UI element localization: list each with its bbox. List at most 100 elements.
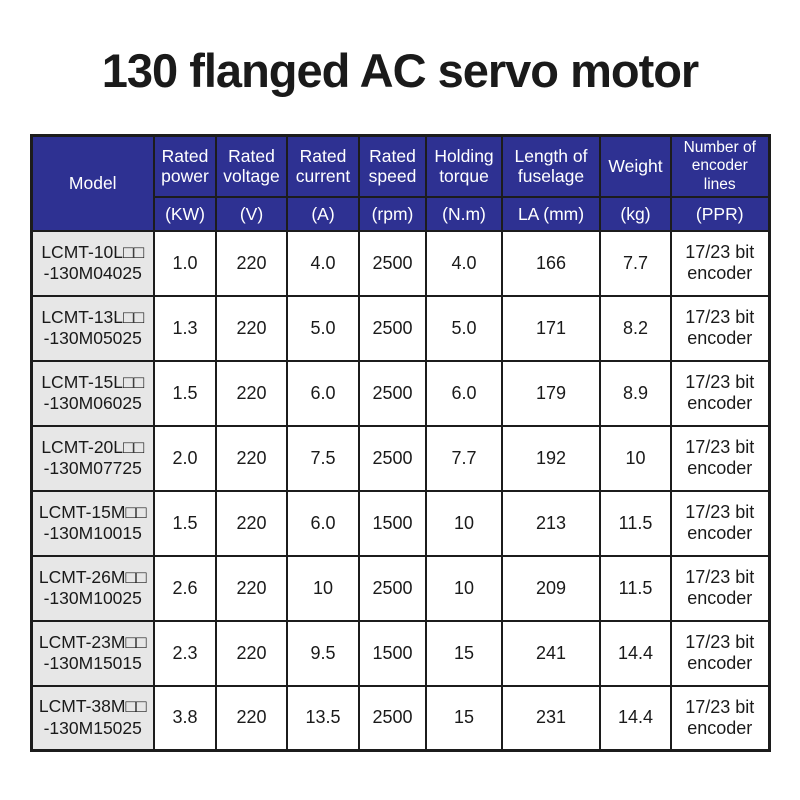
col-header-rated-power: Rated power: [153, 134, 217, 198]
value-cell: 1500: [358, 619, 427, 687]
col-unit-rated-power: (KW): [153, 195, 217, 232]
value-cell: 220: [215, 294, 288, 362]
table-header: Model Rated power Rated voltage Rated cu…: [30, 134, 770, 232]
col-unit-rated-voltage: (V): [215, 195, 288, 232]
value-cell: 166: [501, 229, 601, 297]
value-cell: 8.2: [599, 294, 672, 362]
value-cell: 220: [215, 424, 288, 492]
value-cell: 14.4: [599, 684, 672, 752]
value-cell: 17/23 bit encoder: [670, 359, 770, 427]
header-row-units: (KW) (V) (A) (rpm) (N.m) LA (mm) (kg) (P…: [31, 195, 770, 232]
model-line1: LCMT-13L□□: [41, 306, 145, 327]
value-cell: 2500: [358, 229, 427, 297]
value-cell: 241: [501, 619, 601, 687]
value-cell: 5.0: [286, 294, 360, 362]
value-cell: 2.3: [153, 619, 217, 687]
value-cell: 8.9: [599, 359, 672, 427]
table-row: LCMT-15L□□ -130M06025 1.5 220 6.0 2500 6.0 179 8…: [30, 359, 770, 427]
value-cell: 17/23 bit encoder: [670, 489, 770, 557]
value-cell: 2500: [358, 554, 427, 622]
col-header-model: Model: [30, 134, 155, 232]
col-unit-holding-torque: (N.m): [425, 195, 503, 232]
table-row: LCMT-10L□□ -130M04025 1.0 220 4.0 2500 4.0 166 7…: [30, 229, 770, 297]
model-line1: LCMT-38M□□: [38, 696, 147, 717]
col-header-weight: Weight: [599, 134, 672, 198]
value-cell: 2500: [358, 424, 427, 492]
value-cell: 3.8: [153, 684, 217, 752]
value-cell: 2.6: [153, 554, 217, 622]
col-header-holding-torque: Holding torque: [425, 134, 503, 198]
value-cell: 1.5: [153, 489, 217, 557]
value-cell: 1.0: [153, 229, 217, 297]
value-cell: 7.7: [425, 424, 503, 492]
value-cell: 13.5: [286, 684, 360, 752]
value-cell: 2500: [358, 294, 427, 362]
value-cell: 220: [215, 359, 288, 427]
value-cell: 6.0: [286, 359, 360, 427]
value-cell: 213: [501, 489, 601, 557]
value-cell: 220: [215, 619, 288, 687]
model-cell: LCMT-13L□□ -130M05025: [30, 294, 155, 362]
value-cell: 7.5: [286, 424, 360, 492]
value-cell: 220: [215, 684, 288, 752]
value-cell: 7.7: [599, 229, 672, 297]
model-cell: LCMT-15L□□ -130M06025: [30, 359, 155, 427]
model-line1: LCMT-10L□□: [41, 241, 145, 262]
value-cell: 220: [215, 554, 288, 622]
value-cell: 10: [425, 554, 503, 622]
value-cell: 11.5: [599, 489, 672, 557]
value-cell: 17/23 bit encoder: [670, 554, 770, 622]
value-cell: 220: [215, 229, 288, 297]
value-cell: 6.0: [425, 359, 503, 427]
col-unit-rated-current: (A): [286, 195, 360, 232]
value-cell: 2.0: [153, 424, 217, 492]
table-row: LCMT-13L□□ -130M05025 1.3 220 5.0 2500 5.0 171 8…: [30, 294, 770, 362]
model-cell: LCMT-26M□□ -130M10025: [30, 554, 155, 622]
col-unit-rated-speed: (rpm): [358, 195, 427, 232]
value-cell: 6.0: [286, 489, 360, 557]
model-line2: -130M15025: [43, 718, 142, 739]
col-header-encoder-lines: Number of encoder lines: [670, 134, 770, 198]
value-cell: 14.4: [599, 619, 672, 687]
col-unit-encoder-lines: (PPR): [670, 195, 770, 232]
value-cell: 17/23 bit encoder: [670, 684, 770, 752]
model-cell: LCMT-15M□□ -130M10015: [30, 489, 155, 557]
model-line1: LCMT-15L□□: [41, 371, 145, 392]
table-row: LCMT-15M□□ -130M10015 1.5 220 6.0 1500 10 213 11…: [30, 489, 770, 557]
model-line1: LCMT-26M□□: [38, 566, 147, 587]
spec-table: Model Rated power Rated voltage Rated cu…: [29, 134, 771, 753]
model-line2: -130M10025: [43, 588, 142, 609]
value-cell: 1500: [358, 489, 427, 557]
value-cell: 10: [599, 424, 672, 492]
value-cell: 220: [215, 489, 288, 557]
value-cell: 4.0: [425, 229, 503, 297]
model-line2: -130M15015: [43, 653, 142, 674]
col-header-rated-voltage: Rated voltage: [215, 134, 288, 198]
col-header-rated-current: Rated current: [286, 134, 360, 198]
model-line2: -130M07725: [43, 458, 142, 479]
model-cell: LCMT-20L□□ -130M07725: [30, 424, 155, 492]
table-row: LCMT-23M□□ -130M15015 2.3 220 9.5 1500 15 241 14…: [30, 619, 770, 687]
value-cell: 9.5: [286, 619, 360, 687]
model-line2: -130M04025: [43, 263, 142, 284]
table-row: LCMT-38M□□ -130M15025 3.8 220 13.5 2500 15 231 1…: [30, 684, 770, 752]
model-cell: LCMT-38M□□ -130M15025: [30, 684, 155, 752]
col-unit-length-of-fuselage: LA (mm): [501, 195, 601, 232]
model-line2: -130M06025: [43, 393, 142, 414]
header-row-names: Model Rated power Rated voltage Rated cu…: [30, 134, 770, 232]
value-cell: 179: [501, 359, 601, 427]
value-cell: 10: [286, 554, 360, 622]
value-cell: 209: [501, 554, 601, 622]
value-cell: 2500: [358, 359, 427, 427]
value-cell: 17/23 bit encoder: [670, 229, 770, 297]
page-title: 130 flanged AC servo motor: [101, 44, 699, 97]
value-cell: 10: [425, 489, 503, 557]
model-cell: LCMT-10L□□ -130M04025: [30, 229, 155, 297]
value-cell: 15: [425, 684, 503, 752]
value-cell: 5.0: [425, 294, 503, 362]
model-line1: LCMT-20L□□: [41, 436, 145, 457]
value-cell: 15: [425, 619, 503, 687]
model-line2: -130M10015: [43, 523, 142, 544]
value-cell: 11.5: [599, 554, 672, 622]
